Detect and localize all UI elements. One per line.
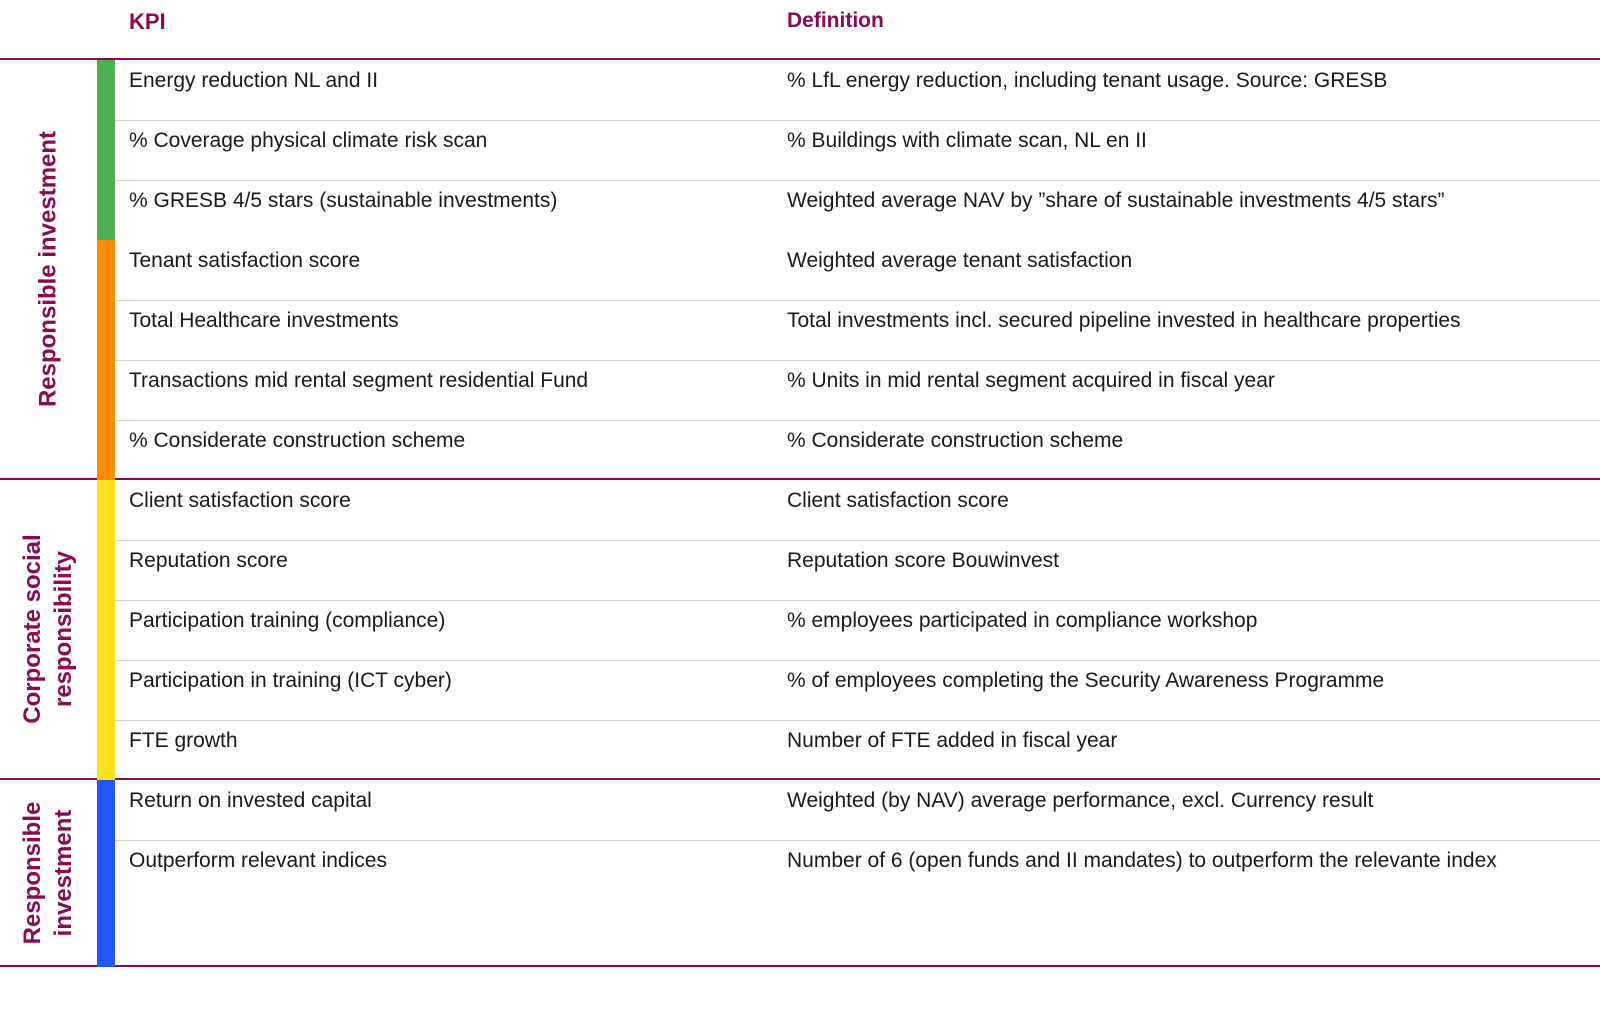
kpi-section: Responsible investment Return on invested … — [0, 780, 1600, 967]
table-row: FTE growth Number of FTE added in fiscal … — [115, 720, 1600, 781]
kpi-cell: % Coverage physical climate risk scan — [129, 129, 488, 152]
section-label-line: investment — [50, 809, 77, 936]
category-color-bar — [97, 480, 115, 780]
definition-cell: Number of 6 (open funds and II mandates)… — [787, 849, 1497, 872]
kpi-cell: FTE growth — [129, 729, 238, 752]
definition-cell: Weighted (by NAV) average performance, e… — [787, 789, 1374, 812]
definition-cell: Total investments incl. secured pipeline… — [787, 309, 1461, 332]
category-color-bar — [97, 240, 115, 480]
table-row: Tenant satisfaction score Weighted averag… — [115, 240, 1600, 301]
kpi-cell: Outperform relevant indices — [129, 849, 387, 872]
table-row: % Coverage physical climate risk scan % B… — [115, 120, 1600, 181]
definition-cell: % Considerate construction scheme — [787, 429, 1124, 452]
kpi-cell: Energy reduction NL and II — [129, 69, 379, 92]
table-row: Participation in training (ICT cyber) % o… — [115, 660, 1600, 721]
definition-cell: Client satisfaction score — [787, 489, 1009, 512]
table-row: Client satisfaction score Client satisfac… — [115, 480, 1600, 541]
kpi-section: Corporate social responsibility Client sat… — [0, 480, 1600, 780]
kpi-cell: % GRESB 4/5 stars (sustainable investmen… — [129, 189, 558, 212]
definition-cell: % Units in mid rental segment acquired i… — [787, 369, 1275, 392]
kpi-cell: Participation training (compliance) — [129, 609, 446, 632]
kpi-cell: Return on invested capital — [129, 789, 372, 812]
definition-cell: % Buildings with climate scan, NL en II — [787, 129, 1147, 152]
definition-cell: Number of FTE added in fiscal year — [787, 729, 1118, 752]
section-label: Responsible investment — [33, 131, 64, 407]
kpi-column-header: KPI — [129, 9, 166, 34]
definition-column-header: Definition — [787, 9, 884, 32]
kpi-cell: Reputation score — [129, 549, 288, 572]
section-label-cell: Responsible investment — [0, 780, 96, 965]
definition-cell: Reputation score Bouwinvest — [787, 549, 1059, 572]
table-row: Transactions mid rental segment resident… — [115, 360, 1600, 421]
table-row: % GRESB 4/5 stars (sustainable investmen… — [115, 180, 1600, 241]
section-label-cell: Corporate social responsibility — [0, 480, 96, 778]
section-label-line: Responsible investment — [34, 130, 62, 408]
kpi-cell: Transactions mid rental segment resident… — [129, 369, 589, 392]
table-header: KPI Definition — [0, 0, 1600, 60]
kpi-section: Responsible investment Energy reduction N… — [0, 60, 1600, 480]
section-label-line: responsibility — [50, 550, 77, 708]
table-row: Participation training (compliance) % emp… — [115, 600, 1600, 661]
definition-cell: Weighted average NAV by ”share of sustai… — [787, 189, 1445, 212]
section-label: Responsible investment — [17, 801, 79, 944]
category-color-bar — [97, 780, 115, 967]
section-label-line: Corporate social — [19, 534, 46, 724]
category-color-bar — [97, 60, 115, 240]
table-row: Return on invested capital Weighted (by N… — [115, 780, 1600, 841]
kpi-cell: % Considerate construction scheme — [129, 429, 466, 452]
kpi-cell: Client satisfaction score — [129, 489, 351, 512]
table-row: Reputation score Reputation score Bouwinv… — [115, 540, 1600, 601]
section-label-cell: Responsible investment — [0, 60, 96, 478]
definition-cell: % LfL energy reduction, including tenant… — [787, 69, 1388, 92]
definition-cell: % of employees completing the Security A… — [787, 669, 1385, 692]
definition-cell: % employees participated in compliance w… — [787, 609, 1258, 632]
definition-cell: Weighted average tenant satisfaction — [787, 249, 1133, 272]
kpi-cell: Participation in training (ICT cyber) — [129, 669, 452, 692]
table-row: Energy reduction NL and II % LfL energy r… — [115, 60, 1600, 121]
kpi-cell: Tenant satisfaction score — [129, 249, 361, 272]
section-label-line: Responsible — [19, 801, 46, 944]
section-label: Corporate social responsibility — [17, 534, 79, 723]
table-row: % Considerate construction scheme % Consi… — [115, 420, 1600, 481]
kpi-cell: Total Healthcare investments — [129, 309, 399, 332]
table-row: Outperform relevant indices Number of 6 (… — [115, 840, 1600, 901]
table-row: Total Healthcare investments Total invest… — [115, 300, 1600, 361]
